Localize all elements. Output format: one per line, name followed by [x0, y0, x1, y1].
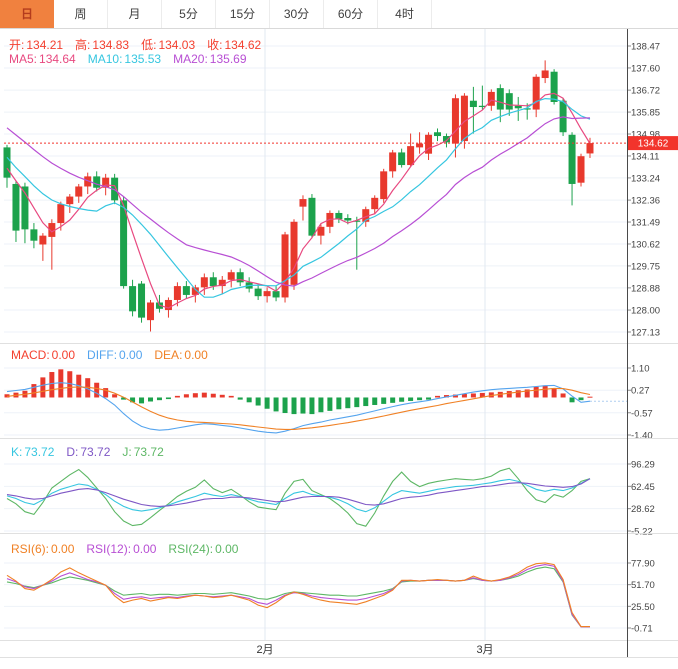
- tab-monthly[interactable]: 月: [108, 0, 162, 28]
- svg-text:134.62: 134.62: [638, 139, 669, 150]
- svg-text:128.88: 128.88: [631, 283, 660, 294]
- svg-text:96.29: 96.29: [631, 460, 655, 471]
- tab-weekly[interactable]: 周: [54, 0, 108, 28]
- svg-text:129.75: 129.75: [631, 261, 660, 272]
- svg-text:3月: 3月: [476, 644, 493, 656]
- tab-4hour[interactable]: 4时: [378, 0, 432, 28]
- svg-text:133.24: 133.24: [631, 173, 660, 184]
- svg-text:-1.40: -1.40: [631, 431, 653, 442]
- period-tabbar: 日 周 月 5分 15分 30分 60分 4时: [0, 0, 678, 29]
- svg-text:-5.22: -5.22: [631, 527, 653, 538]
- svg-text:1.10: 1.10: [631, 364, 650, 375]
- svg-text:131.49: 131.49: [631, 218, 660, 229]
- svg-text:136.72: 136.72: [631, 86, 660, 97]
- svg-text:77.90: 77.90: [631, 559, 655, 570]
- svg-text:62.45: 62.45: [631, 482, 655, 493]
- svg-text:127.13: 127.13: [631, 328, 660, 339]
- svg-text:-0.57: -0.57: [631, 408, 653, 419]
- svg-text:137.60: 137.60: [631, 63, 660, 74]
- tab-30min[interactable]: 30分: [270, 0, 324, 28]
- svg-text:0.27: 0.27: [631, 386, 650, 397]
- tab-5min[interactable]: 5分: [162, 0, 216, 28]
- tab-60min[interactable]: 60分: [324, 0, 378, 28]
- svg-text:138.47: 138.47: [631, 42, 660, 53]
- svg-text:-0.71: -0.71: [631, 624, 653, 635]
- svg-text:134.98: 134.98: [631, 130, 660, 141]
- svg-text:128.00: 128.00: [631, 306, 660, 317]
- svg-text:134.11: 134.11: [631, 151, 659, 162]
- tab-15min[interactable]: 15分: [216, 0, 270, 28]
- svg-text:132.36: 132.36: [631, 196, 660, 207]
- tab-daily[interactable]: 日: [0, 0, 54, 28]
- svg-text:2月: 2月: [256, 644, 273, 656]
- svg-text:130.62: 130.62: [631, 239, 660, 250]
- svg-text:135.85: 135.85: [631, 108, 660, 119]
- svg-text:28.62: 28.62: [631, 504, 655, 515]
- svg-text:51.70: 51.70: [631, 580, 655, 591]
- svg-text:25.50: 25.50: [631, 602, 655, 613]
